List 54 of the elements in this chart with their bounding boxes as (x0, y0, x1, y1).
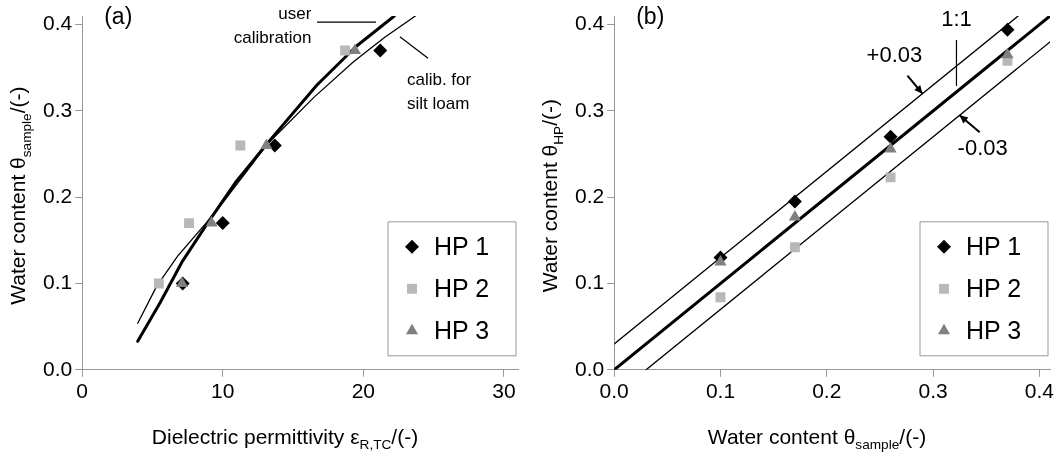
x-axis-title: Water content θ$_{sample}$/(-) (706, 425, 928, 453)
point (184, 218, 194, 229)
x-tick-label: 0.3 (918, 379, 948, 403)
y-tick-label: 0.0 (574, 356, 605, 380)
y-tick-label: 0.3 (42, 97, 73, 121)
legend-label: HP 2 (434, 273, 490, 302)
point (153, 278, 164, 289)
y-tick-label: 0.4 (574, 11, 605, 35)
x-tick-label: 30 (492, 379, 516, 403)
y-tick-label: 0.2 (574, 184, 605, 208)
x-tick-label: 0.0 (599, 379, 629, 403)
annotation: (b) (636, 3, 665, 30)
annotation: calib. for silt loam (406, 69, 472, 113)
point (260, 138, 273, 149)
legend-label: HP 1 (434, 231, 490, 260)
x-tick-label: 10 (211, 379, 235, 403)
x-tick-label: 0.1 (705, 379, 736, 403)
legend-label: HP 2 (966, 273, 1022, 302)
x-tick-label: 20 (351, 379, 376, 403)
y-tick-label: 0.4 (42, 11, 73, 35)
point (348, 43, 361, 55)
y-tick-label: 0.1 (574, 270, 605, 294)
y-tick-label: 0.1 (42, 270, 73, 294)
point (235, 140, 246, 151)
point (1001, 47, 1014, 59)
point (885, 172, 896, 183)
legend-label: HP 3 (966, 315, 1022, 344)
x-axis-title: Dielectric permittivity ε$_{R,TC}$/(-) (150, 425, 420, 453)
point (215, 216, 230, 231)
point (789, 242, 800, 253)
point (205, 216, 218, 227)
y-tick-label: 0.2 (42, 184, 73, 208)
point (267, 138, 282, 153)
x-tick-label: 0.2 (812, 379, 842, 403)
x-tick-label: 0 (76, 379, 89, 403)
x-tick-label: 0.4 (1024, 379, 1055, 403)
point (714, 254, 727, 266)
legend-label: HP 3 (434, 315, 490, 344)
annotation: 1:1 (941, 5, 972, 31)
point (1000, 22, 1015, 37)
y-tick-label: 0.0 (42, 356, 73, 380)
annotation: user calibration (233, 3, 312, 47)
point (884, 141, 897, 153)
point (788, 210, 801, 221)
point (715, 292, 726, 303)
point (787, 194, 802, 209)
point (883, 129, 898, 144)
annotation: -0.03 (957, 135, 1008, 161)
legend-label: HP 1 (966, 231, 1022, 260)
point (373, 43, 388, 58)
annotation: +0.03 (866, 41, 923, 67)
y-tick-label: 0.3 (574, 97, 605, 121)
point (340, 45, 351, 56)
annotation: (a) (104, 3, 133, 30)
